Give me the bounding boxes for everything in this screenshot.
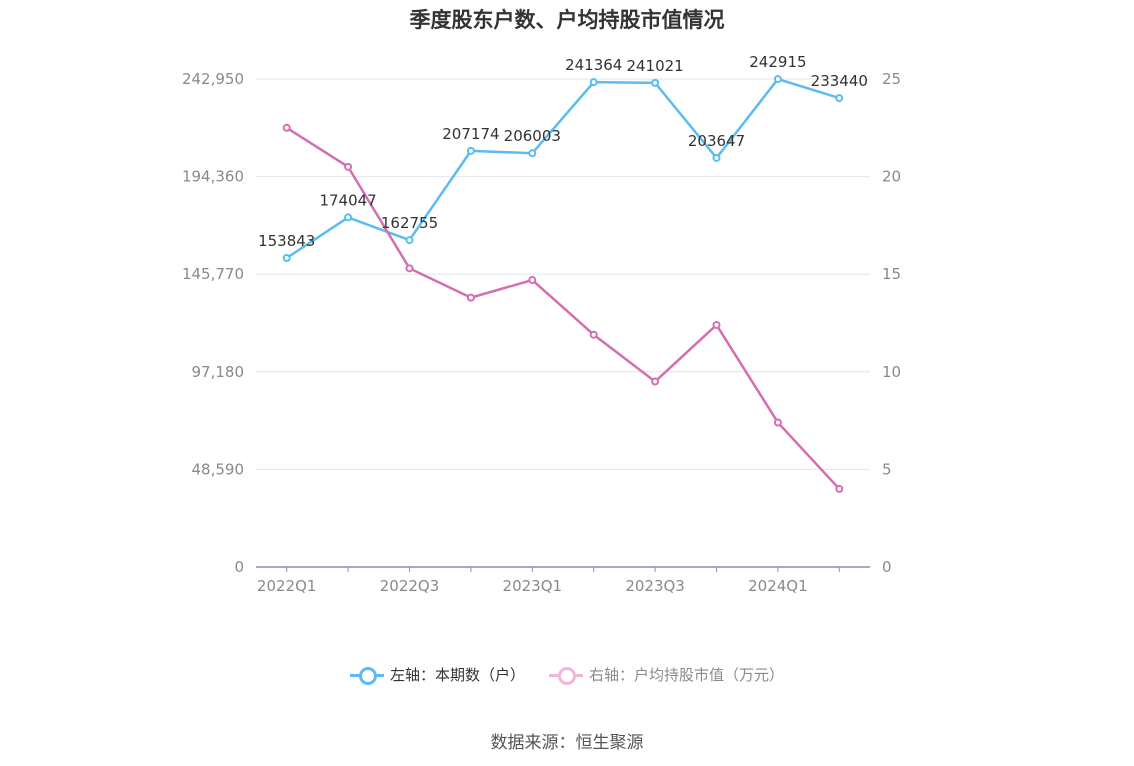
data-point bbox=[712, 153, 721, 162]
y-right-tick-label: 20 bbox=[882, 168, 901, 186]
x-tick-label: 2024Q1 bbox=[748, 577, 808, 595]
data-point bbox=[282, 253, 291, 262]
data-point bbox=[651, 377, 660, 386]
y-right-tick-label: 10 bbox=[882, 363, 901, 381]
x-tick-label: 2023Q1 bbox=[503, 577, 563, 595]
data-point bbox=[589, 330, 598, 339]
series bbox=[282, 75, 844, 493]
data-point bbox=[528, 276, 537, 285]
data-point bbox=[405, 236, 414, 245]
legend-swatch-icon bbox=[549, 666, 583, 685]
data-point bbox=[773, 75, 782, 84]
data-label: 241364 bbox=[565, 56, 622, 74]
legend: 左轴：本期数（户） 右轴：户均持股市值（万元） bbox=[0, 664, 1134, 685]
y-left-tick-label: 0 bbox=[234, 558, 244, 576]
data-point bbox=[528, 149, 537, 158]
data-point bbox=[835, 94, 844, 103]
y-right-tick-label: 5 bbox=[882, 460, 892, 478]
data-point bbox=[344, 162, 353, 171]
data-point bbox=[344, 213, 353, 222]
data-label: 242915 bbox=[749, 53, 806, 71]
legend-item-avg-value[interactable]: 右轴：户均持股市值（万元） bbox=[549, 664, 784, 685]
data-label: 203647 bbox=[688, 132, 745, 150]
line-chart: 0 0 48,590 5 97,180 10 145,770 15 194,360 20 242,9… bbox=[182, 53, 901, 595]
y-left-tick-label: 242,950 bbox=[182, 70, 244, 88]
data-point bbox=[773, 418, 782, 427]
y-right-tick-label: 0 bbox=[882, 558, 892, 576]
data-point bbox=[405, 264, 414, 273]
series-line-2 bbox=[286, 126, 841, 490]
chart-title: 季度股东户数、户均持股市值情况 bbox=[409, 8, 725, 32]
data-label: 233440 bbox=[811, 72, 868, 90]
data-point bbox=[282, 123, 291, 132]
y-left-tick-label: 145,770 bbox=[182, 265, 244, 283]
data-label: 206003 bbox=[504, 127, 561, 145]
data-label: 153843 bbox=[258, 232, 315, 250]
y-left-tick-label: 194,360 bbox=[182, 168, 244, 186]
data-label: 207174 bbox=[442, 125, 499, 143]
source-note: 数据来源：恒生聚源 bbox=[490, 733, 644, 753]
y-left-tick-label: 48,590 bbox=[192, 460, 245, 478]
axes: 0 0 48,590 5 97,180 10 145,770 15 194,360 20 242,9… bbox=[182, 70, 901, 595]
data-label: 162755 bbox=[381, 214, 438, 232]
grid-lines bbox=[256, 78, 870, 470]
x-tick-label: 2022Q1 bbox=[257, 577, 317, 595]
x-tick-label: 2022Q3 bbox=[380, 577, 440, 595]
legend-label: 右轴：户均持股市值（万元） bbox=[589, 666, 785, 684]
data-point bbox=[466, 146, 475, 155]
y-right-tick-label: 25 bbox=[882, 70, 901, 88]
legend-label: 左轴：本期数（户） bbox=[389, 666, 525, 684]
data-label: 174047 bbox=[319, 191, 376, 209]
data-point bbox=[835, 484, 844, 493]
y-right-tick-label: 15 bbox=[882, 265, 901, 283]
series-line-1 bbox=[286, 77, 840, 260]
x-tick-label: 2023Q3 bbox=[625, 577, 685, 595]
legend-item-holders[interactable]: 左轴：本期数（户） bbox=[349, 664, 525, 685]
legend-swatch-icon bbox=[349, 666, 384, 685]
data-point bbox=[712, 320, 721, 329]
data-point bbox=[589, 78, 598, 87]
data-labels: 153843 174047 162755 207174 206003 241364 2410… bbox=[258, 53, 868, 250]
data-point bbox=[466, 293, 475, 302]
y-left-tick-label: 97,180 bbox=[192, 363, 245, 381]
data-point bbox=[651, 78, 660, 87]
data-label: 241021 bbox=[626, 57, 683, 75]
